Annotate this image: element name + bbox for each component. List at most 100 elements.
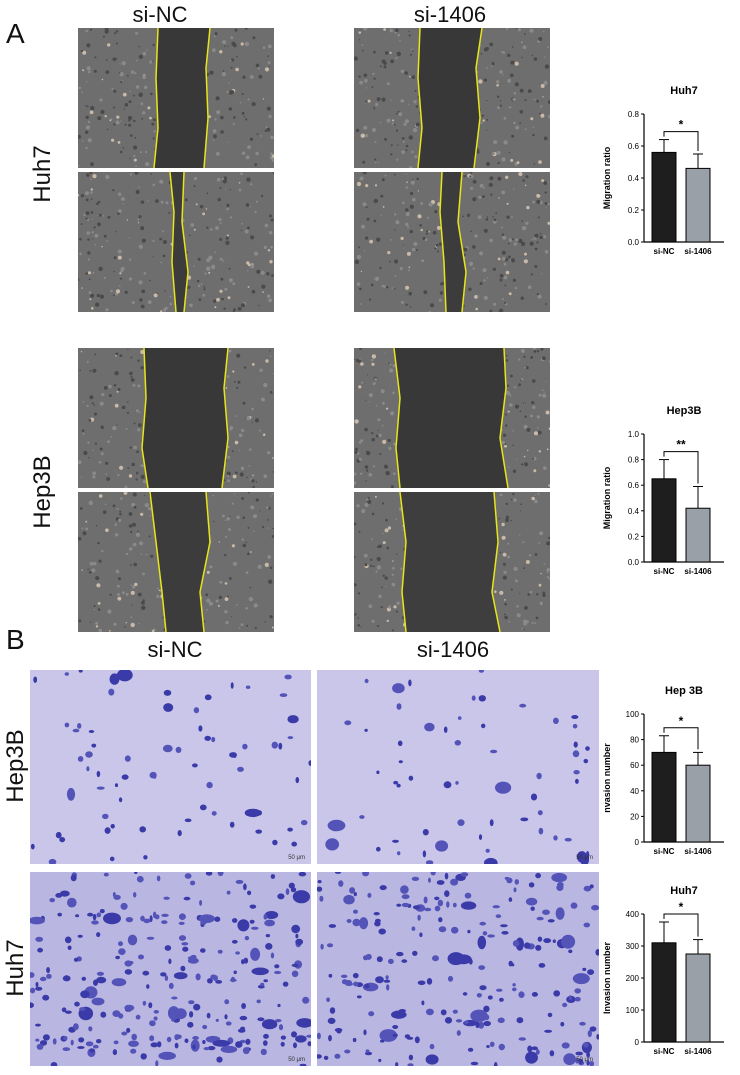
cell-speckle: [524, 99, 527, 102]
cell-speckle: [131, 502, 136, 507]
cell-speckle: [395, 112, 398, 115]
cell-speckle: [542, 356, 546, 361]
cell-speckle: [234, 415, 237, 417]
stained-cell: [334, 872, 342, 874]
cell-speckle: [512, 469, 517, 473]
cell-speckle: [505, 515, 509, 519]
cell-speckle: [376, 237, 381, 242]
cell-speckle: [118, 209, 122, 213]
stained-cell: [270, 952, 275, 959]
stained-cell: [121, 774, 129, 780]
cell-speckle: [97, 116, 102, 121]
cell-speckle: [246, 261, 250, 265]
cell-speckle: [401, 150, 405, 154]
cell-speckle: [138, 423, 142, 427]
cell-speckle: [512, 97, 516, 102]
stained-cell: [59, 890, 70, 897]
cell-speckle: [532, 348, 537, 350]
cell-speckle: [238, 182, 241, 184]
cell-speckle: [381, 178, 385, 182]
bar-si-NC: [651, 942, 677, 1043]
bar-si-1406: [685, 764, 711, 843]
cell-speckle: [411, 150, 414, 154]
cell-speckle: [209, 565, 213, 569]
cell-speckle: [409, 306, 412, 308]
cell-speckle: [393, 173, 396, 176]
cell-speckle: [377, 418, 381, 422]
stained-cell: [317, 886, 323, 892]
cell-speckle: [114, 533, 119, 537]
cell-speckle: [136, 450, 139, 453]
cell-speckle: [509, 394, 512, 397]
cell-speckle: [404, 119, 409, 124]
cell-speckle: [358, 457, 362, 461]
stained-cell: [401, 894, 410, 900]
stained-cell: [553, 835, 558, 841]
stained-cell: [113, 1040, 119, 1045]
stained-cell: [112, 1010, 121, 1017]
cell-speckle: [131, 604, 133, 606]
cell-speckle: [196, 279, 200, 283]
stained-cell: [417, 914, 421, 921]
cell-speckle: [234, 380, 236, 383]
cell-speckle: [204, 272, 207, 275]
stained-cell: [421, 1000, 425, 1006]
cell-speckle: [81, 527, 84, 530]
cell-speckle: [260, 135, 263, 137]
cell-speckle: [162, 240, 167, 244]
cell-speckle: [227, 479, 230, 483]
stained-cell: [352, 972, 359, 979]
cell-speckle: [467, 213, 471, 217]
stained-cell: [244, 808, 262, 818]
stained-cell: [516, 1017, 524, 1024]
cell-speckle: [224, 597, 229, 601]
cell-speckle: [98, 461, 102, 464]
cell-speckle: [522, 541, 525, 544]
cell-speckle: [543, 80, 548, 85]
cell-speckle: [507, 410, 510, 413]
stained-cell: [582, 967, 587, 971]
stained-cell: [376, 770, 380, 775]
cell-speckle: [142, 51, 147, 56]
stained-cell: [478, 965, 486, 970]
cell-speckle: [249, 586, 252, 589]
cell-speckle: [237, 380, 241, 384]
cell-speckle: [108, 630, 111, 632]
cell-speckle: [86, 173, 90, 177]
cell-speckle: [371, 538, 373, 541]
cell-speckle: [141, 605, 146, 610]
cell-speckle: [86, 66, 91, 71]
invasion-image-huh7-si1406: 50 μm: [317, 872, 599, 1066]
cell-speckle: [119, 277, 122, 280]
stained-cell: [535, 1049, 540, 1055]
stained-cell: [386, 984, 390, 991]
cell-speckle: [80, 476, 83, 478]
cell-speckle: [80, 49, 83, 53]
cell-speckle: [113, 89, 117, 93]
stained-cell: [274, 970, 282, 975]
stained-cell: [30, 972, 35, 978]
cell-speckle: [356, 282, 361, 286]
cell-speckle: [133, 422, 136, 425]
cell-speckle: [88, 419, 92, 422]
cell-speckle: [524, 415, 527, 418]
cell-speckle: [232, 370, 235, 373]
cell-speckle: [504, 443, 507, 446]
stained-cell: [434, 896, 440, 901]
stained-cell: [277, 893, 285, 900]
cell-speckle: [390, 144, 393, 147]
cell-speckle: [496, 84, 499, 87]
cell-speckle: [87, 271, 92, 275]
cell-speckle: [514, 286, 518, 290]
stained-cell: [392, 839, 399, 843]
cell-speckle: [518, 383, 521, 387]
cell-speckle: [263, 245, 267, 249]
cell-speckle: [90, 621, 92, 623]
cell-speckle: [117, 473, 120, 477]
stained-cell: [575, 1057, 579, 1064]
cell-speckle: [101, 549, 104, 553]
y-tick-label: 0.2: [628, 206, 640, 215]
stained-cell: [329, 1007, 336, 1014]
cell-speckle: [135, 165, 137, 168]
cell-speckle: [534, 499, 538, 504]
